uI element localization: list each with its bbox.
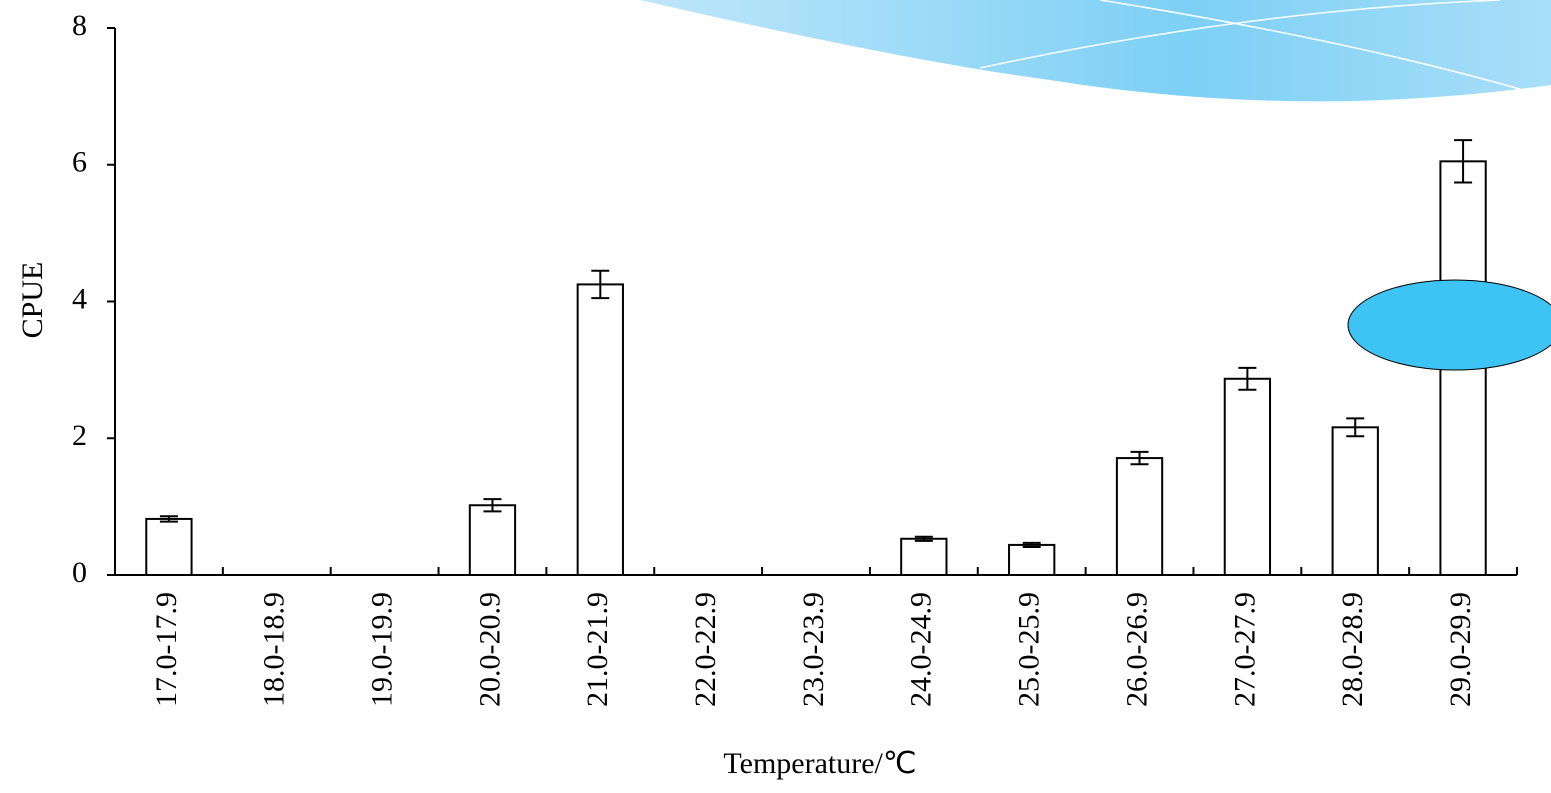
bar	[1009, 545, 1054, 575]
chart: CPUE Temperature/℃ 0 2 4 6 8 17.0-17.9 18.0-18…	[0, 0, 1551, 793]
x-tick-label: 18.0-18.9	[258, 592, 291, 707]
bar	[578, 284, 623, 575]
x-tick-label: 25.0-25.9	[1013, 592, 1046, 707]
x-tick-label: 19.0-19.9	[366, 592, 399, 707]
bar	[901, 539, 946, 575]
x-tick-label: 21.0-21.9	[581, 592, 614, 707]
y-tick-label: 4	[72, 282, 87, 315]
bar	[1333, 427, 1378, 575]
decoration-swoosh	[640, 0, 1551, 101]
x-tick-label: 26.0-26.9	[1120, 592, 1153, 707]
y-tick-label: 2	[72, 419, 87, 452]
x-tick-label: 28.0-28.9	[1336, 592, 1369, 707]
bar	[1117, 458, 1162, 575]
x-tick-label: 29.0-29.9	[1444, 592, 1477, 707]
bar	[146, 519, 191, 575]
bar	[470, 505, 515, 575]
bar	[1225, 379, 1270, 575]
y-tick-label: 6	[72, 146, 87, 179]
x-axis-title: Temperature/℃	[723, 747, 916, 780]
y-tick-label: 0	[72, 556, 87, 589]
y-tick-label: 8	[72, 9, 87, 42]
x-tick-label: 24.0-24.9	[905, 592, 938, 707]
x-tick-label: 22.0-22.9	[689, 592, 722, 707]
y-axis-title: CPUE	[16, 262, 49, 339]
decoration-ellipse	[1348, 280, 1551, 370]
x-tick-label: 23.0-23.9	[797, 592, 830, 707]
plot: 0 2 4 6 8 17.0-17.9 18.0-18.9 19.0-19.9 20.0-20.…	[72, 9, 1517, 707]
x-tick-label: 27.0-27.9	[1228, 592, 1261, 707]
x-tick-label: 20.0-20.9	[473, 592, 506, 707]
x-tick-label: 17.0-17.9	[150, 592, 183, 707]
